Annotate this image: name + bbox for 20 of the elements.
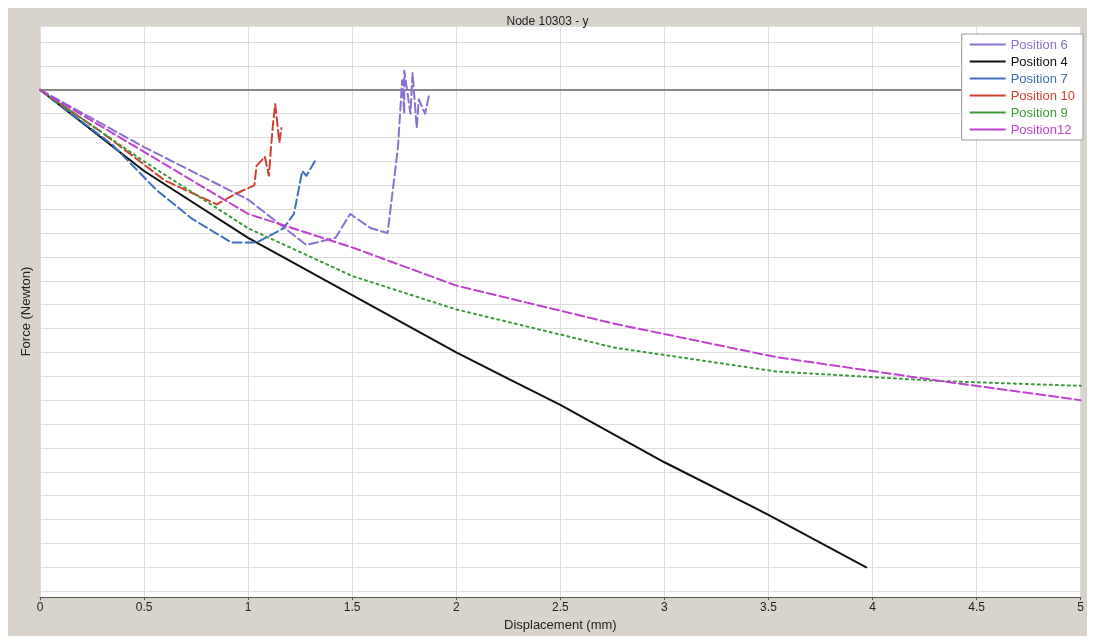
x-tick-label: 2.5 xyxy=(551,600,569,615)
x-tick-label: 3.5 xyxy=(760,600,778,615)
x-tick-label: 1.5 xyxy=(343,600,361,615)
chart-title: Node 10303 - y xyxy=(506,14,589,28)
x-tick-label: 0.5 xyxy=(135,600,153,615)
legend-label: Position 7 xyxy=(1010,71,1068,86)
legend-label: Position 10 xyxy=(1010,88,1076,103)
x-axis-title: Displacement (mm) xyxy=(503,617,617,632)
legend-label: Position 6 xyxy=(1010,37,1068,52)
x-tick-label: 0 xyxy=(36,600,44,615)
y-axis-title: Force (Newton) xyxy=(18,266,33,357)
legend-label: Position12 xyxy=(1010,122,1072,137)
x-tick-label: 4 xyxy=(869,600,877,615)
legend-label: Position 9 xyxy=(1010,105,1068,120)
legend-label: Position 4 xyxy=(1010,54,1068,69)
x-tick-label: 4.5 xyxy=(968,600,986,615)
x-tick-label: 3 xyxy=(661,600,669,615)
x-tick-label: 5 xyxy=(1077,600,1085,615)
x-tick-label: 1 xyxy=(244,600,252,615)
x-tick-label: 2 xyxy=(452,600,460,615)
